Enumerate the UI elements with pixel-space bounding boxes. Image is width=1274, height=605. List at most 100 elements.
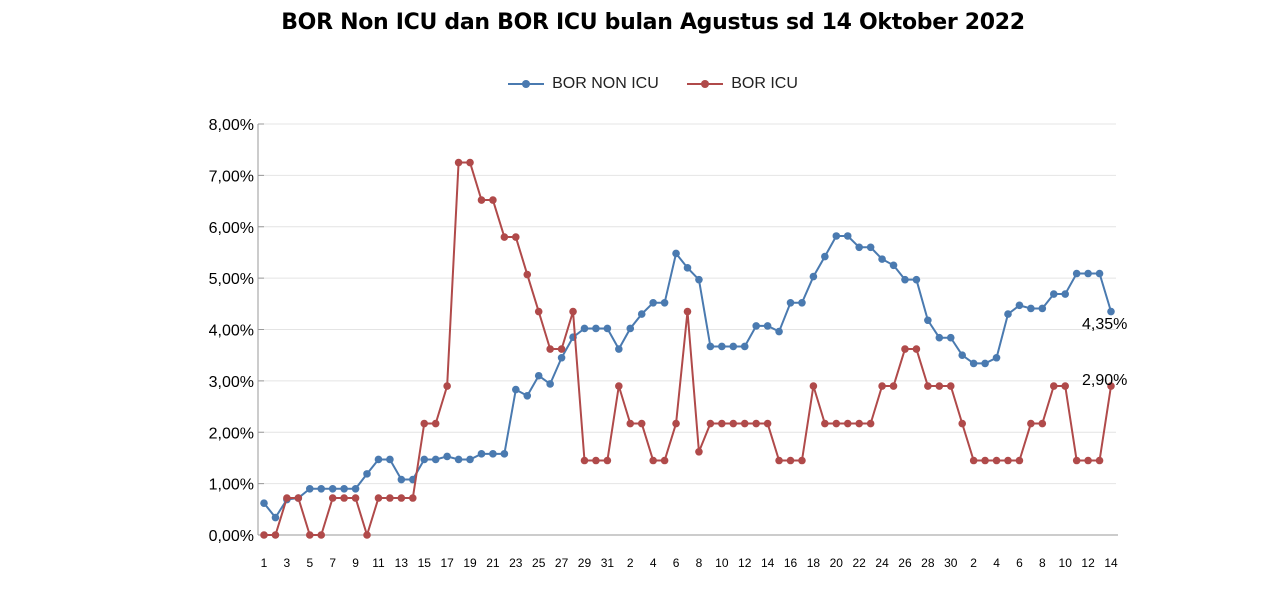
data-point-bor-non-icu bbox=[672, 249, 680, 258]
data-point-bor-non-icu bbox=[901, 275, 909, 284]
data-point-bor-non-icu bbox=[718, 342, 726, 351]
data-point-bor-icu bbox=[786, 456, 795, 465]
data-point-bor-non-icu bbox=[786, 298, 795, 307]
y-tick-label: 8,00% bbox=[209, 117, 254, 134]
data-point-bor-non-icu bbox=[821, 252, 829, 261]
data-point-bor-non-icu bbox=[832, 232, 841, 240]
legend-label-bor-icu: BOR ICU bbox=[731, 75, 798, 92]
data-point-bor-non-icu bbox=[969, 359, 978, 368]
end-label-bor-non-icu: 4,35% bbox=[1082, 316, 1127, 333]
legend-swatch-bor-icu bbox=[687, 80, 724, 88]
data-point-bor-icu bbox=[821, 419, 829, 428]
data-point-bor-non-icu bbox=[843, 232, 852, 240]
x-tick-label: 6 bbox=[673, 556, 680, 570]
x-tick-label: 10 bbox=[715, 556, 729, 570]
data-point-bor-icu bbox=[1061, 382, 1070, 390]
data-point-bor-non-icu bbox=[992, 353, 1001, 362]
data-point-bor-icu bbox=[752, 419, 760, 428]
data-point-bor-icu bbox=[512, 233, 520, 241]
data-point-bor-icu bbox=[569, 307, 577, 316]
data-point-bor-icu bbox=[832, 419, 841, 428]
data-point-bor-non-icu bbox=[946, 333, 955, 342]
x-tick-label: 9 bbox=[352, 556, 359, 570]
x-tick-label: 12 bbox=[1081, 556, 1095, 570]
data-point-bor-non-icu bbox=[924, 316, 932, 325]
data-point-bor-non-icu bbox=[958, 351, 967, 359]
data-point-bor-non-icu bbox=[328, 484, 337, 493]
x-tick-label: 14 bbox=[1104, 556, 1118, 570]
data-point-bor-icu bbox=[718, 419, 726, 428]
data-point-bor-non-icu bbox=[454, 455, 463, 464]
data-point-bor-icu bbox=[889, 382, 898, 390]
data-point-bor-icu bbox=[351, 494, 360, 502]
x-tick-label: 15 bbox=[418, 556, 432, 570]
data-point-bor-non-icu bbox=[798, 298, 806, 307]
data-point-bor-icu bbox=[580, 456, 589, 465]
data-point-bor-non-icu bbox=[706, 342, 715, 351]
data-point-bor-non-icu bbox=[592, 324, 600, 333]
x-tick-label: 21 bbox=[486, 556, 500, 570]
data-point-bor-icu bbox=[534, 307, 543, 316]
data-point-bor-non-icu bbox=[1004, 310, 1012, 318]
data-point-bor-icu bbox=[1015, 456, 1024, 465]
x-tick-label: 16 bbox=[784, 556, 798, 570]
data-point-bor-non-icu bbox=[740, 342, 749, 351]
y-tick-label: 7,00% bbox=[209, 168, 254, 185]
data-point-bor-non-icu bbox=[1072, 269, 1081, 278]
data-point-bor-icu bbox=[775, 456, 783, 465]
data-point-bor-non-icu bbox=[695, 275, 703, 284]
data-point-bor-icu bbox=[1004, 456, 1012, 465]
x-tick-label: 5 bbox=[306, 556, 313, 570]
x-tick-label: 6 bbox=[1016, 556, 1023, 570]
data-point-bor-non-icu bbox=[615, 345, 623, 353]
data-point-bor-non-icu bbox=[374, 455, 383, 464]
x-tick-label: 11 bbox=[372, 556, 385, 570]
data-point-bor-icu bbox=[386, 494, 394, 502]
data-point-bor-non-icu bbox=[260, 499, 268, 507]
data-point-bor-non-icu bbox=[637, 310, 646, 318]
data-point-bor-non-icu bbox=[477, 450, 486, 458]
data-point-bor-non-icu bbox=[305, 484, 314, 493]
data-point-bor-non-icu bbox=[351, 484, 360, 493]
data-point-bor-non-icu bbox=[546, 380, 554, 388]
data-point-bor-non-icu bbox=[603, 324, 612, 333]
data-point-bor-non-icu bbox=[500, 450, 509, 458]
data-point-bor-non-icu bbox=[889, 261, 898, 270]
data-point-bor-icu bbox=[397, 494, 406, 502]
data-point-bor-icu bbox=[328, 494, 337, 502]
data-point-bor-non-icu bbox=[981, 359, 989, 368]
data-point-bor-icu bbox=[878, 382, 886, 390]
x-tick-label: 30 bbox=[944, 556, 958, 570]
y-tick-label: 1,00% bbox=[209, 477, 254, 494]
data-point-bor-non-icu bbox=[420, 455, 429, 464]
data-point-bor-non-icu bbox=[1061, 290, 1070, 298]
data-point-bor-icu bbox=[466, 158, 474, 167]
data-point-bor-non-icu bbox=[729, 342, 738, 351]
x-tick-label: 23 bbox=[509, 556, 523, 570]
data-point-bor-icu bbox=[271, 531, 280, 539]
legend-item-bor-non-icu: BOR NON ICU bbox=[508, 75, 659, 93]
x-tick-label: 19 bbox=[463, 556, 477, 570]
data-point-bor-icu bbox=[969, 456, 978, 465]
data-point-bor-icu bbox=[660, 456, 669, 465]
data-point-bor-icu bbox=[981, 456, 989, 465]
data-point-bor-icu bbox=[649, 456, 657, 465]
data-point-bor-icu bbox=[408, 494, 417, 502]
y-tick-label: 3,00% bbox=[209, 374, 254, 391]
data-point-bor-icu bbox=[443, 382, 451, 390]
x-tick-label: 3 bbox=[284, 556, 291, 570]
data-point-bor-non-icu bbox=[878, 255, 886, 263]
x-tick-label: 31 bbox=[601, 556, 615, 570]
x-tick-label: 27 bbox=[555, 556, 569, 570]
x-tick-label: 22 bbox=[853, 556, 867, 570]
data-point-bor-icu bbox=[615, 382, 623, 390]
data-point-bor-icu bbox=[740, 419, 749, 428]
data-point-bor-icu bbox=[294, 494, 303, 502]
x-tick-label: 7 bbox=[329, 556, 336, 570]
data-point-bor-icu bbox=[958, 419, 967, 428]
data-point-bor-non-icu bbox=[1027, 304, 1035, 313]
data-point-bor-icu bbox=[946, 382, 955, 390]
data-point-bor-non-icu bbox=[649, 298, 657, 307]
data-point-bor-icu bbox=[924, 382, 932, 390]
data-point-bor-icu bbox=[798, 456, 806, 465]
